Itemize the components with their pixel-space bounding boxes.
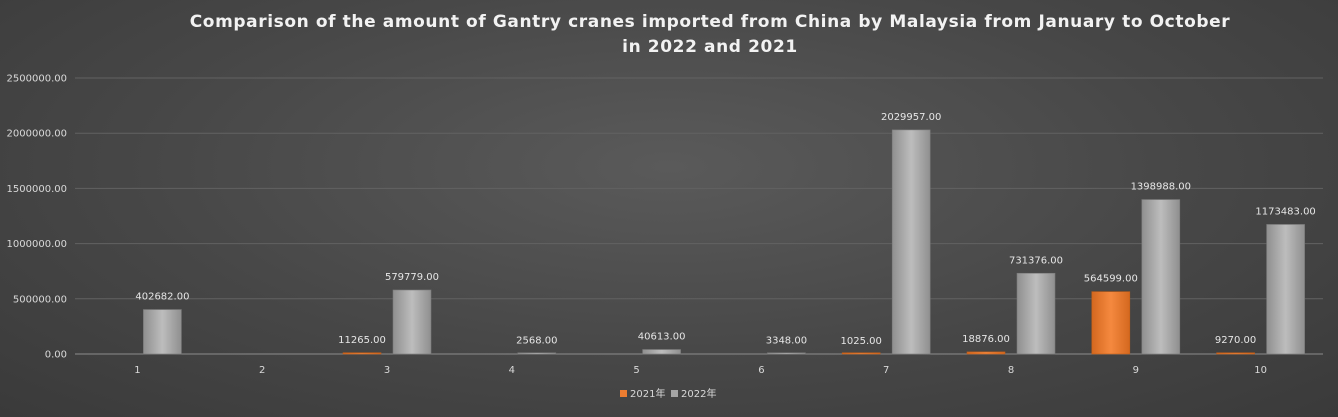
x-tick-label: 9: [1133, 365, 1139, 376]
y-tick-label: 1500000.00: [7, 184, 67, 195]
bar-2022-9[interactable]: [1141, 199, 1181, 355]
bar-2022-6[interactable]: [767, 352, 806, 355]
x-tick-label: 2: [259, 365, 265, 376]
x-tick-label: 4: [509, 365, 515, 376]
bar-2021-7[interactable]: [841, 352, 881, 355]
bar-2022-1[interactable]: [143, 309, 182, 355]
chart-title-line-2: in 2022 and 2021: [622, 37, 798, 57]
x-tick-label: 6: [758, 365, 764, 376]
data-label: 40613.00: [638, 332, 686, 343]
x-tick-label: 1: [134, 365, 140, 376]
data-label: 3348.00: [766, 336, 807, 347]
x-tick-label: 10: [1254, 365, 1267, 376]
bar-2021-8[interactable]: [966, 351, 1006, 355]
bar-2022-4[interactable]: [517, 352, 557, 355]
legend-swatch-2022: [671, 390, 678, 397]
data-label: 9270.00: [1215, 335, 1256, 346]
bar-2021-3[interactable]: [342, 352, 382, 355]
data-label: 1398988.00: [1131, 182, 1191, 193]
data-label: 2029957.00: [881, 112, 941, 123]
chart-title-line-1: Comparison of the amount of Gantry crane…: [189, 12, 1231, 32]
data-label: 11265.00: [338, 335, 386, 346]
data-label: 1025.00: [841, 336, 882, 347]
data-label: 579779.00: [385, 272, 439, 283]
bar-2022-10[interactable]: [1266, 224, 1305, 355]
data-label: 2568.00: [516, 336, 557, 347]
data-label: 564599.00: [1084, 274, 1138, 285]
y-tick-label: 2500000.00: [7, 74, 67, 85]
legend-swatch-2021: [620, 390, 627, 397]
chart-title: Comparison of the amount of Gantry crane…: [0, 10, 1338, 60]
data-label: 18876.00: [962, 334, 1010, 345]
data-label: 402682.00: [135, 292, 189, 303]
data-label: 1173483.00: [1255, 206, 1315, 217]
bar-2022-7[interactable]: [891, 129, 931, 355]
bar-2021-9[interactable]: [1091, 291, 1131, 355]
x-tick-label: 8: [1008, 365, 1014, 376]
bar-2022-5[interactable]: [642, 349, 681, 355]
y-tick-label: 0.00: [45, 350, 67, 361]
x-tick-label: 5: [633, 365, 639, 376]
bar-2021-10[interactable]: [1216, 352, 1255, 355]
data-label: 731376.00: [1009, 255, 1063, 266]
x-tick-label: 3: [384, 365, 390, 376]
legend-label-2022: 2022年: [681, 387, 716, 400]
bar-2022-8[interactable]: [1016, 272, 1056, 355]
y-tick-label: 500000.00: [13, 294, 67, 305]
legend-label-2021: 2021年: [630, 387, 665, 400]
y-tick-label: 2000000.00: [7, 129, 67, 140]
x-tick-label: 7: [883, 365, 889, 376]
bar-2022-3[interactable]: [392, 289, 432, 355]
y-tick-label: 1000000.00: [7, 239, 67, 250]
